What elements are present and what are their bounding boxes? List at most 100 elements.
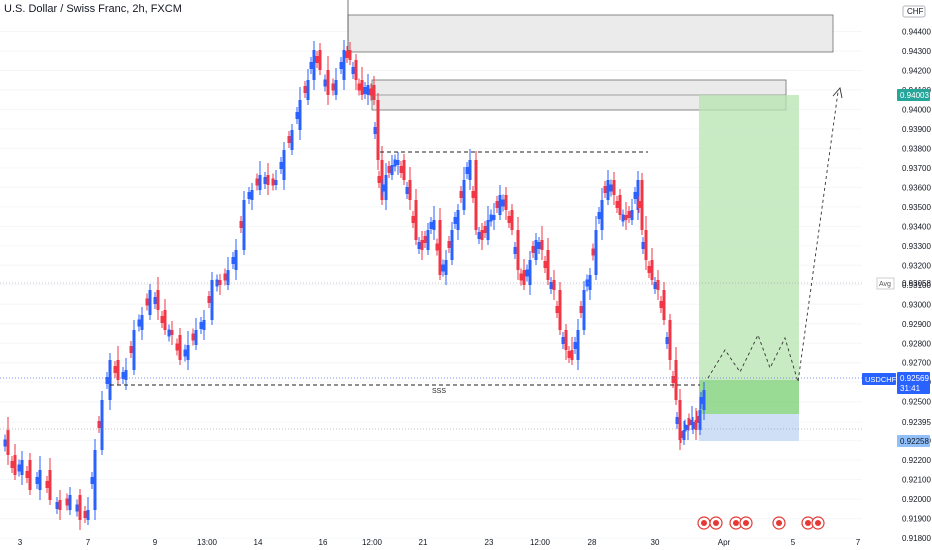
candle-body	[194, 330, 198, 345]
candle-body	[25, 471, 29, 478]
candle-body	[376, 100, 380, 160]
candle-body	[627, 211, 631, 218]
candle	[459, 186, 463, 203]
economic-event-icon[interactable]	[739, 516, 753, 530]
candle-body	[426, 230, 430, 250]
candle	[331, 78, 335, 96]
candle-body	[702, 390, 706, 410]
candle	[140, 307, 144, 340]
candle	[531, 241, 535, 258]
candle	[384, 163, 388, 210]
economic-event-icon[interactable]	[697, 516, 711, 530]
candle	[153, 292, 157, 309]
candle-body	[163, 310, 167, 330]
x-tick-label: 7	[856, 538, 861, 547]
x-tick-label: 23	[485, 538, 494, 547]
candle	[186, 331, 190, 370]
candle-body	[495, 201, 499, 208]
candle	[462, 167, 466, 215]
candle-body	[282, 150, 286, 180]
candle-body	[543, 261, 547, 268]
candle-body	[263, 177, 267, 184]
candle	[266, 163, 270, 195]
candle-body	[231, 257, 235, 264]
candle	[274, 170, 278, 190]
candle-body	[105, 377, 109, 384]
x-tick-label: 13:00	[197, 538, 218, 547]
candle-body	[287, 136, 291, 143]
candle	[597, 207, 601, 224]
candle-body	[480, 230, 484, 240]
candle-body	[665, 337, 669, 344]
candle	[579, 301, 583, 318]
candle-body	[606, 180, 610, 200]
candle	[552, 270, 556, 300]
candle-body	[411, 216, 415, 223]
economic-event-icon[interactable]	[709, 516, 723, 530]
candle-body	[564, 330, 568, 350]
candle-body	[510, 210, 514, 230]
candle	[429, 217, 433, 234]
candle-body	[618, 195, 622, 215]
candle	[414, 189, 418, 245]
x-tick-label: 16	[319, 538, 328, 547]
candle-body	[113, 366, 117, 373]
candle-body	[650, 260, 654, 280]
candle	[17, 459, 21, 477]
candle-body	[682, 430, 686, 440]
candle-body	[351, 67, 355, 74]
currency-badge	[902, 5, 926, 18]
candle	[426, 223, 430, 255]
candle-body	[603, 186, 607, 193]
candle-body	[699, 397, 703, 404]
candle-body	[65, 498, 69, 506]
candle	[366, 74, 370, 105]
candle	[637, 196, 641, 213]
candle-body	[633, 192, 637, 199]
candle	[555, 301, 559, 318]
y-tick-label: 0.94200	[902, 66, 931, 75]
candle-body	[223, 273, 227, 281]
candle-body	[671, 376, 675, 383]
candle	[3, 434, 7, 452]
candle	[312, 41, 316, 90]
candle	[624, 202, 628, 230]
economic-event-icon[interactable]	[772, 516, 786, 530]
candle	[417, 237, 421, 254]
y-tick-label: 0.94400	[902, 27, 931, 36]
candle-body	[323, 79, 327, 87]
candle-body	[55, 502, 59, 509]
candle	[513, 242, 517, 259]
chart-title: U.S. Dollar / Swiss Franc, 2h, FXCM	[4, 3, 182, 15]
candle-body	[266, 175, 270, 185]
stop-price-label: 0.92258	[900, 437, 929, 446]
y-tick-label: 0.92800	[902, 339, 931, 348]
candle	[656, 270, 660, 300]
candle	[113, 361, 117, 378]
candle	[695, 411, 699, 428]
y-tick-label: 0.92000	[902, 495, 931, 504]
candle-body	[456, 210, 460, 230]
economic-event-icon[interactable]	[801, 516, 815, 530]
candle	[495, 196, 499, 213]
stop-price-label-bg	[897, 435, 930, 447]
candle	[432, 206, 436, 240]
candle	[618, 189, 622, 220]
economic-event-icon[interactable]	[811, 516, 825, 530]
candle-body	[83, 511, 87, 518]
candle	[357, 78, 361, 96]
candle-body	[640, 180, 644, 230]
candle-body	[306, 80, 310, 100]
candle-body	[86, 510, 90, 520]
candle-body	[387, 166, 391, 173]
candle-body	[226, 270, 230, 285]
candle-body	[363, 87, 367, 94]
candle-body	[97, 421, 101, 428]
x-tick-label: 14	[254, 538, 263, 547]
candle	[226, 257, 230, 290]
candle	[528, 251, 532, 295]
y-tick-label: 0.93400	[902, 222, 931, 231]
candle-body	[331, 83, 335, 91]
candle	[129, 341, 133, 358]
